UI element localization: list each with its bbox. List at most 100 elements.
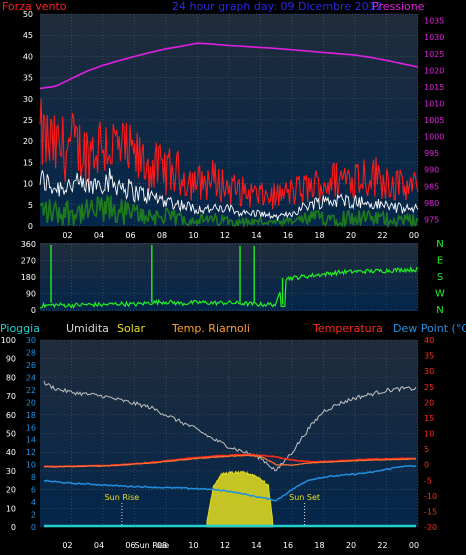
pressure-tick: 1035	[424, 17, 444, 26]
solar-series	[206, 470, 274, 528]
wind-speed-axis: 0 5 10 15 20 25 30 35 40 45 50	[23, 10, 33, 231]
temperature-tick: 0	[424, 461, 429, 470]
temperature-axis: -20 -15 -10 -5 0 5 10 15 20 25 30 35 40	[424, 336, 437, 532]
pressure-tick: 1010	[424, 99, 444, 108]
hour-tick-label: 10	[188, 231, 198, 240]
rain-tick: 30	[6, 467, 16, 476]
rain-tick: 40	[6, 448, 16, 457]
compass-tick: N	[436, 305, 443, 316]
wind-degree-axis: 0 90 180 270 360	[21, 240, 36, 315]
wind-axis-title: Forza vento	[2, 0, 67, 13]
compass-tick: S	[437, 272, 443, 283]
pressure-line	[39, 42, 419, 90]
hour-tick-label: 14	[251, 231, 261, 240]
wind-speed-tick: 25	[23, 116, 33, 125]
temperature-tick: -15	[424, 507, 437, 516]
dewpoint-line	[43, 465, 417, 502]
wind-speed-tick: 35	[23, 74, 33, 83]
pressure-tick: 1005	[424, 116, 444, 125]
humidity-tick: 2	[31, 511, 36, 520]
wind-speed-tick: 5	[28, 201, 33, 210]
pressure-tick: 990	[424, 166, 439, 175]
temperature-tick: 5	[424, 445, 429, 454]
pressure-tick: 1015	[424, 83, 444, 92]
hour-tick-label: 08	[157, 231, 167, 240]
compass-tick: E	[437, 256, 443, 267]
humidity-tick: 10	[26, 461, 36, 470]
pressure-tick: 975	[424, 215, 439, 224]
hour-tick-label: 08	[157, 541, 167, 550]
wind-speed-tick: 20	[23, 137, 33, 146]
hour-tick-label: 18	[314, 231, 324, 240]
sun-annotations: Sun Rise Sun Set Sun Rise	[105, 493, 320, 550]
wind-speed-tick: 45	[23, 31, 33, 40]
pressure-tick: 1025	[424, 50, 444, 59]
hour-axis-top: 02 04 06 08 10 12 14 16 18 20 22 00	[62, 231, 419, 240]
temperature-tick: 15	[424, 414, 434, 423]
temperature-tick: 25	[424, 383, 434, 392]
pressure-tick: 995	[424, 149, 439, 158]
chart-title: 24 hour graph day: 09 Dicembre 2012	[172, 0, 383, 13]
rain-tick: 20	[6, 486, 16, 495]
rain-tick: 60	[6, 411, 16, 420]
rain-axis: 0 10 20 30 40 50 60 70 80 90 100	[1, 336, 16, 532]
legend-solar: Solar	[117, 322, 146, 335]
compass-tick: W	[435, 289, 445, 300]
pressure-tick: 1020	[424, 66, 444, 75]
pressure-axis: 975 980 985 990 995 1000 1005 1010 1015 1020 1025 1…	[424, 17, 444, 225]
legend-rain: Pioggia	[0, 322, 40, 335]
solar-area	[206, 470, 274, 528]
legend-humidity: Umidita	[66, 322, 109, 335]
temperature-tick: -5	[424, 476, 432, 485]
hour-tick-label: 06	[125, 231, 135, 240]
hour-tick-label: 20	[346, 231, 356, 240]
wind-speed-tick: 10	[23, 180, 33, 189]
pressure-axis-title: Pressione	[372, 0, 425, 13]
humidity-tick: 12	[26, 448, 36, 457]
hour-tick-label: 12	[220, 231, 230, 240]
wind-speed-tick: 15	[23, 158, 33, 167]
hour-tick-label: 00	[409, 231, 419, 240]
wind-average-line	[39, 168, 419, 222]
rain-tick: 10	[6, 504, 16, 513]
humidity-tick: 14	[26, 436, 36, 445]
hour-tick-label: 18	[314, 541, 324, 550]
humidity-line	[43, 381, 417, 472]
pressure-tick: 985	[424, 182, 439, 191]
hour-tick-label: 10	[188, 541, 198, 550]
pressure-tick: 1000	[424, 133, 444, 142]
humidity-tick: 28	[26, 348, 36, 357]
wind-dark-series	[39, 194, 419, 229]
pressure-tick: 980	[424, 199, 439, 208]
rain-tick: 80	[6, 373, 16, 382]
sun-annotation-label: Sun Set	[289, 493, 320, 502]
wind-pressure-grid	[40, 13, 419, 227]
humidity-tick: 22	[26, 386, 36, 395]
humidity-tick: 16	[26, 423, 36, 432]
hour-tick-label: 14	[251, 541, 261, 550]
wind-speed-tick: 30	[23, 95, 33, 104]
temperature-tick: 30	[424, 367, 434, 376]
humidity-tick: 6	[31, 486, 36, 495]
hour-tick-label: 16	[283, 231, 293, 240]
wind-degree-tick: 270	[21, 257, 36, 266]
temperature-tick: 35	[424, 352, 434, 361]
temp-riarnoli-series	[43, 454, 417, 468]
wind-gust-line	[39, 98, 419, 210]
humidity-tick: 20	[26, 398, 36, 407]
rain-tick: 100	[1, 336, 16, 345]
pressure-tick: 1030	[424, 33, 444, 42]
hour-tick-label: 04	[94, 231, 104, 240]
pressure-series	[39, 42, 419, 90]
temperature-tick: -20	[424, 523, 437, 532]
wind-direction-series	[39, 244, 419, 309]
wind-degree-tick: 90	[26, 290, 36, 299]
dewpoint-series	[43, 465, 417, 502]
rain-tick: 90	[6, 355, 16, 364]
humidity-tick: 18	[26, 411, 36, 420]
legend-temperature: Temperatura	[312, 322, 383, 335]
hour-tick-label: 02	[62, 231, 72, 240]
